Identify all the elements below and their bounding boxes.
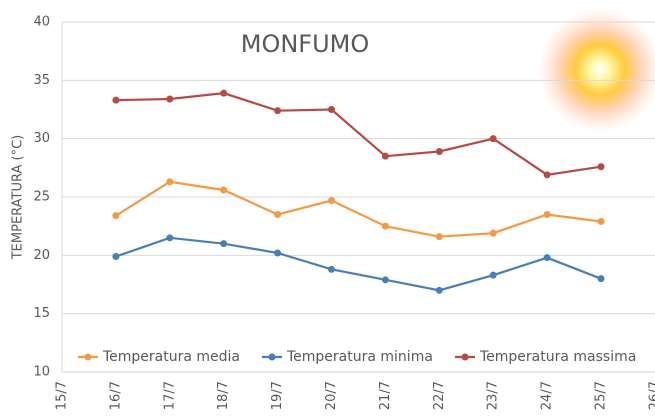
data-point xyxy=(274,107,282,115)
data-point xyxy=(489,135,497,143)
y-tick-label: 10 xyxy=(33,365,50,380)
data-point xyxy=(112,253,120,260)
data-point xyxy=(166,178,174,186)
legend-label: Temperatura media xyxy=(102,349,240,365)
data-point xyxy=(328,265,335,273)
legend-marker xyxy=(461,353,469,361)
data-point xyxy=(166,234,174,242)
x-tick-label: 22/7 xyxy=(432,381,447,410)
x-tick-label: 19/7 xyxy=(270,381,285,410)
data-point xyxy=(381,222,389,230)
x-tick-label: 23/7 xyxy=(486,381,501,410)
data-point xyxy=(597,275,605,283)
series-line xyxy=(115,180,602,238)
data-point xyxy=(489,271,497,279)
x-tick-label: 21/7 xyxy=(378,381,393,410)
data-point xyxy=(543,254,551,262)
x-tick-label: 18/7 xyxy=(216,381,231,410)
data-point xyxy=(220,89,228,97)
y-tick-label: 40 xyxy=(33,15,50,30)
data-point xyxy=(112,212,120,220)
legend-label: Temperatura minima xyxy=(286,349,433,365)
x-tick-label: 20/7 xyxy=(324,381,339,410)
data-point xyxy=(435,233,443,241)
series-line xyxy=(115,236,602,292)
legend-item: Temperatura media xyxy=(78,349,240,365)
y-tick-label: 20 xyxy=(33,248,50,263)
series-line xyxy=(115,92,602,176)
data-point xyxy=(435,286,443,294)
legend-label: Temperatura massima xyxy=(479,349,636,365)
data-point xyxy=(166,95,174,103)
y-axis-label: TEMPERATURA (°C) xyxy=(11,135,26,261)
data-point xyxy=(274,249,282,257)
data-point xyxy=(597,218,605,225)
data-point xyxy=(597,163,605,171)
x-tick-label: 16/7 xyxy=(108,381,123,410)
data-point xyxy=(220,240,228,248)
data-point xyxy=(543,171,551,179)
data-point xyxy=(435,148,443,155)
chart-title: MONFUMO xyxy=(241,30,370,58)
legend-item: Temperatura massima xyxy=(455,349,636,365)
legend-item: Temperatura minima xyxy=(262,349,433,365)
data-point xyxy=(381,152,389,160)
y-tick-label: 15 xyxy=(33,306,50,321)
data-point xyxy=(381,276,389,284)
x-tick-label: 15/7 xyxy=(55,381,70,410)
data-point xyxy=(489,229,497,237)
data-point xyxy=(543,211,551,218)
data-point xyxy=(220,186,228,194)
x-tick-label: 24/7 xyxy=(540,381,555,410)
x-tick-label: 17/7 xyxy=(162,381,177,410)
sun-icon xyxy=(538,8,655,132)
x-tick-label: 25/7 xyxy=(594,381,609,410)
y-tick-label: 35 xyxy=(33,73,50,88)
y-tick-label: 25 xyxy=(33,190,50,205)
legend-marker xyxy=(84,353,92,361)
data-point xyxy=(274,211,282,218)
legend-marker xyxy=(268,353,276,361)
data-point xyxy=(328,106,335,113)
data-point xyxy=(328,197,335,204)
x-tick-label: 26/7 xyxy=(647,381,655,410)
data-point xyxy=(112,96,120,104)
y-tick-label: 30 xyxy=(33,131,50,146)
